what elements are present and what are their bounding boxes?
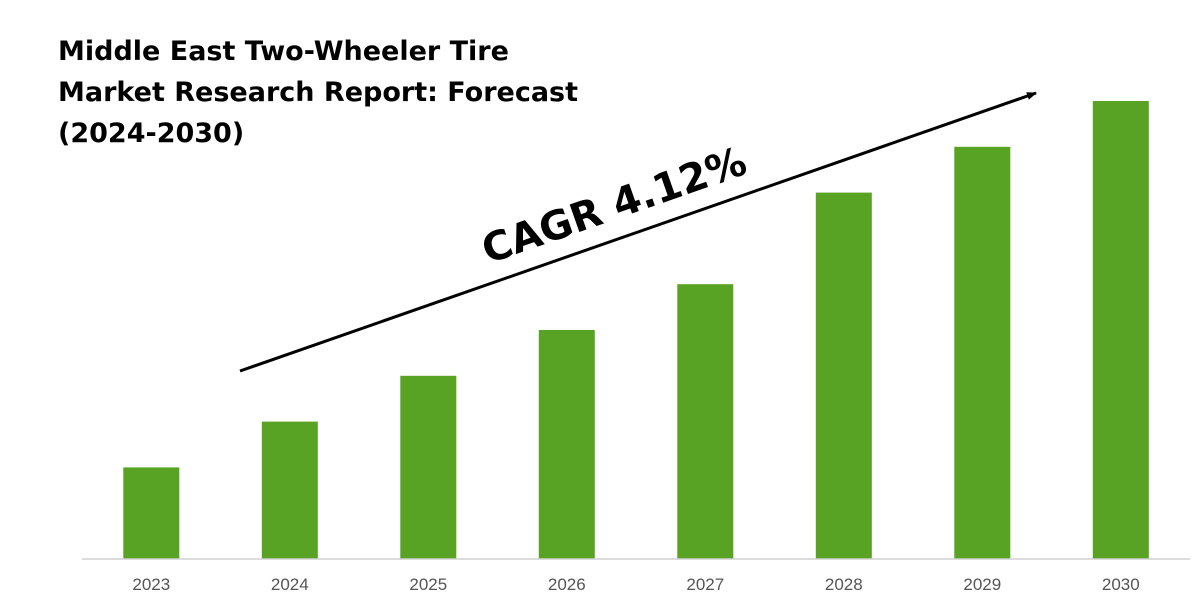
- bar-2023: [123, 467, 180, 559]
- bar-2029: [954, 146, 1011, 560]
- trend-arrow: [239, 91, 1037, 373]
- bar-2025: [400, 375, 457, 559]
- x-tick-label-2028: 2028: [825, 575, 863, 594]
- chart-title-line-2: Market Research Report: Forecast: [58, 77, 578, 108]
- bar-2027: [677, 284, 734, 559]
- bar-2028: [815, 192, 872, 559]
- x-tick-label-2024: 2024: [271, 575, 309, 594]
- x-tick-label-2026: 2026: [548, 575, 586, 594]
- x-tick-label-2029: 2029: [963, 575, 1001, 594]
- x-tick-label-2023: 2023: [132, 575, 170, 594]
- x-tick-label-2027: 2027: [686, 575, 724, 594]
- chart-title-line-3: (2024-2030): [58, 118, 244, 149]
- bar-2026: [538, 330, 595, 559]
- x-tick-label-2030: 2030: [1102, 575, 1140, 594]
- x-tick-label-2025: 2025: [409, 575, 447, 594]
- bar-series: [123, 101, 1149, 560]
- chart-title: Middle East Two-Wheeler Tire Market Rese…: [58, 36, 578, 149]
- chart-title-line-1: Middle East Two-Wheeler Tire: [58, 36, 509, 67]
- bar-2024: [261, 421, 318, 559]
- x-axis-tick-labels: 2023 2024 2025 2026 2027 2028 2029 2030: [132, 575, 1139, 594]
- bar-2030: [1092, 101, 1149, 559]
